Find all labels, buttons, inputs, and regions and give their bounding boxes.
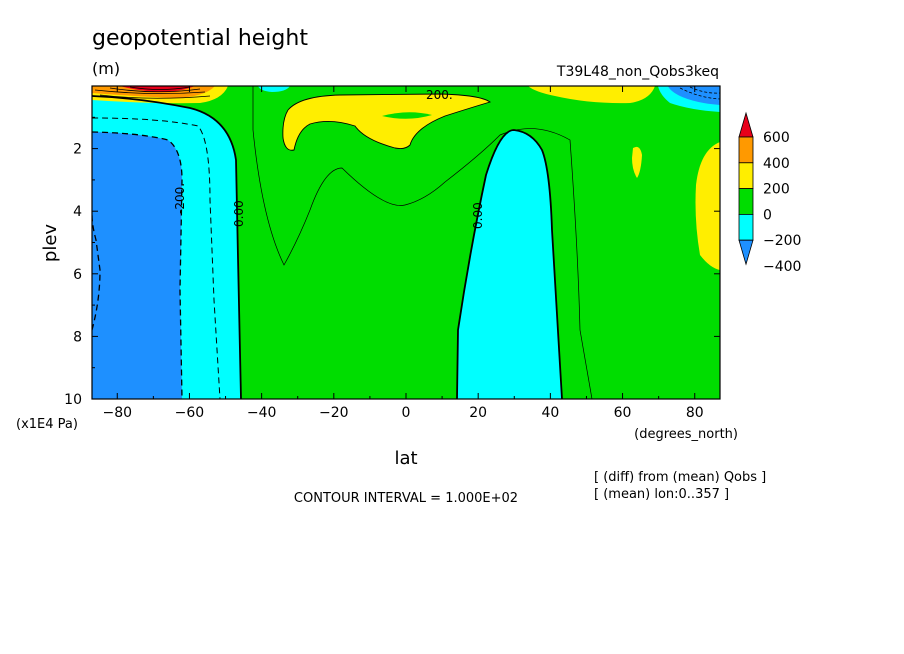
field-yellow-small — [632, 146, 642, 178]
run-label: T39L48_non_Qobs3keq — [556, 64, 719, 80]
contour-zero — [92, 95, 242, 399]
colorbar-cap-top — [738, 111, 754, 138]
x-tick-label: 0 — [402, 405, 411, 421]
contour-200 — [282, 93, 492, 151]
contour-topleft — [94, 86, 211, 99]
y-tick-label: 4 — [73, 204, 82, 220]
colorbar-box — [738, 162, 754, 190]
colorbar-cap-bottom — [738, 239, 754, 266]
field-cyan-top-mid — [258, 86, 290, 92]
field-yellow-central — [282, 94, 490, 151]
contour-dashed — [92, 117, 221, 399]
chart-units: (m) — [92, 59, 120, 78]
chart-title: geopotential height — [92, 26, 308, 51]
y-tick-label: 10 — [64, 392, 82, 408]
field-blue-topright — [668, 86, 720, 105]
field-red-topleft — [120, 86, 195, 92]
contour-label: 0.00 — [471, 202, 485, 229]
field-yellow-topright — [528, 86, 655, 104]
y-tick-label: 6 — [73, 267, 82, 283]
x-tick-label: −20 — [319, 405, 349, 421]
colorbar-label: −400 — [763, 259, 801, 275]
x-axis: −80 −60 −40 −20 0 20 40 60 80 — [102, 86, 704, 421]
contour-zero — [456, 129, 563, 399]
field-blue-south — [92, 132, 182, 399]
note-diff: [ (diff) from (mean) Qobs ] — [594, 470, 766, 485]
y-axis: 2 4 6 8 10 — [64, 116, 720, 408]
contour-dashed — [92, 214, 101, 331]
colorbar-label: 0 — [763, 207, 772, 223]
colorbar-label: 200 — [763, 182, 790, 198]
plot-area: 200. -200. 0.00 0.00 — [91, 85, 721, 400]
x-tick-label: −40 — [247, 405, 277, 421]
x-tick-label: 40 — [541, 405, 559, 421]
field-green-island — [382, 112, 432, 119]
field-yellow-right — [695, 142, 720, 270]
x-tick-label: −80 — [102, 405, 132, 421]
contour-dashed — [92, 131, 183, 399]
contour-label: 200. — [426, 88, 453, 102]
x-tick-label: 20 — [469, 405, 487, 421]
contour-label: -200. — [173, 183, 187, 214]
field-cyan-central — [457, 130, 562, 399]
y-tick-label: 8 — [73, 329, 82, 345]
y-axis-label: plev — [40, 224, 61, 263]
contour-topright — [679, 86, 720, 100]
colorbar-label: 600 — [763, 130, 790, 146]
colorbar: 600 400 200 0 −200 −400 — [738, 111, 801, 275]
x-tick-label: 60 — [614, 405, 632, 421]
colorbar-box — [738, 213, 754, 241]
x-axis-label: lat — [394, 448, 417, 469]
x-axis-units: (degrees_north) — [634, 427, 738, 442]
contour-interval-text: CONTOUR INTERVAL = 1.000E+02 — [294, 491, 518, 506]
contour-label: 0.00 — [232, 200, 246, 227]
y-tick-label: 2 — [73, 142, 82, 158]
x-tick-label: 80 — [686, 405, 704, 421]
colorbar-label: 400 — [763, 156, 790, 172]
colorbar-label: −200 — [763, 233, 801, 249]
x-tick-label: −60 — [175, 405, 205, 421]
note-mean: [ (mean) lon:0..357 ] — [594, 487, 729, 502]
y-axis-units: (x1E4 Pa) — [16, 417, 78, 432]
colorbar-box — [738, 188, 754, 215]
contour-thin — [252, 86, 593, 399]
colorbar-box — [738, 136, 754, 164]
